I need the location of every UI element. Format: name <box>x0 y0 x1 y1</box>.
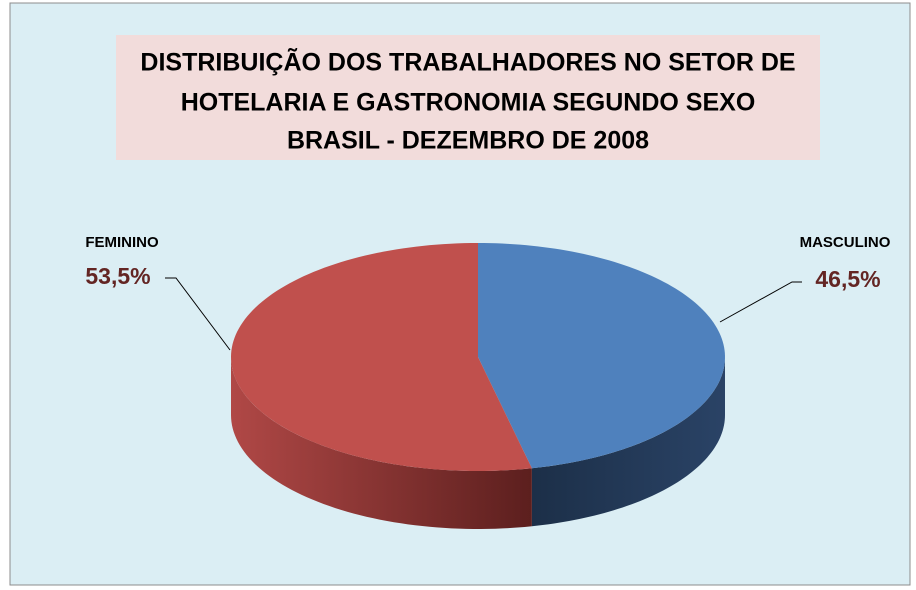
leader-line <box>165 277 231 351</box>
category-label: FEMININO <box>85 234 159 251</box>
pie-slice <box>231 243 532 471</box>
title-box <box>116 35 820 160</box>
pie-slice-side <box>531 357 725 527</box>
value-label: 46,5% <box>815 266 880 292</box>
chart-title: DISTRIBUIÇÃO DOS TRABALHADORES NO SETOR … <box>140 47 795 77</box>
chart-title: BRASIL - DEZEMBRO DE 2008 <box>287 127 649 155</box>
leader-line <box>719 281 802 323</box>
pie-slice-side <box>231 357 532 529</box>
value-label: 53,5% <box>85 263 150 289</box>
category-label: MASCULINO <box>800 234 891 251</box>
pie <box>231 243 725 529</box>
pie-slice <box>478 243 725 469</box>
chart-title: HOTELARIA E GASTRONOMIA SEGUNDO SEXO <box>181 89 756 117</box>
